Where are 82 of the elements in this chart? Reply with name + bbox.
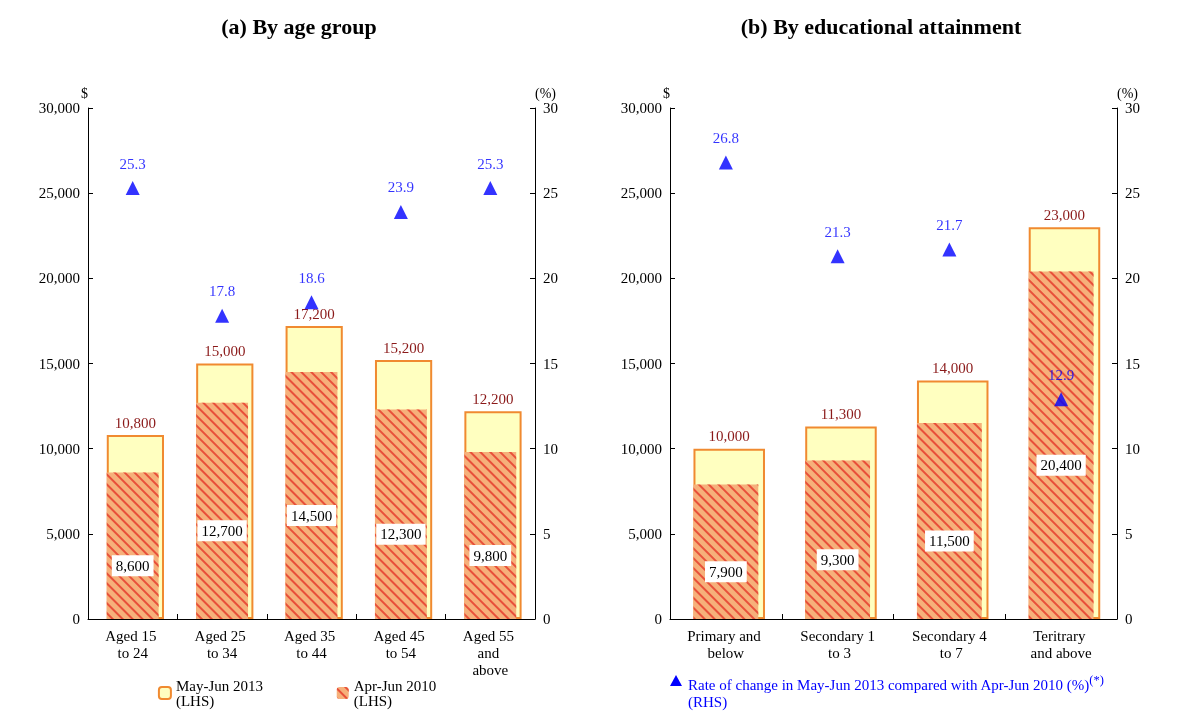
- chart-title: (b) By educational attainment: [740, 13, 1022, 39]
- point: [304, 295, 319, 310]
- y-tick-label: 0: [654, 611, 662, 627]
- y-axis-title: $: [663, 85, 670, 101]
- x-tick-label: Aged 25 to 34: [194, 627, 250, 661]
- y-tick-label: 30,000: [38, 100, 80, 116]
- y2-tick-label: 5: [543, 525, 551, 542]
- data-label: 10,000: [708, 428, 750, 445]
- data-label: 21.3: [824, 223, 851, 240]
- x-tick-label: Aged 45 to 54: [373, 627, 429, 661]
- y-tick-label: 15,000: [38, 355, 80, 372]
- y-tick-label: 30,000: [620, 100, 662, 116]
- x-tick-label: Primary and below: [687, 627, 765, 661]
- data-label: 10,800: [114, 414, 157, 431]
- data-label: 23,000: [1043, 206, 1086, 223]
- y-tick-label: 10,000: [620, 440, 662, 457]
- y2-tick-label: 20: [1125, 270, 1140, 287]
- text: Rate of change in May-Jun 2013 compared with Apr-Jun 2010 (%)$^{(*)}$ (RHS): [688, 673, 1104, 710]
- point: [125, 181, 140, 196]
- data-label: 12,300: [380, 526, 422, 543]
- data-label: 21.7: [936, 216, 963, 233]
- data-label: 15,000: [204, 343, 246, 359]
- y-tick-label: 15,000: [620, 355, 662, 372]
- legend-label: Apr-Jun 2010 (LHS): [353, 677, 441, 710]
- x-tick-label: Aged 15 to 24: [105, 627, 161, 661]
- x-tick-label: Secondary 1 to 3: [800, 627, 875, 661]
- data-label: 18.6: [298, 269, 326, 286]
- y2-tick-label: 25: [1125, 185, 1140, 202]
- y-tick-label: 10,000: [38, 440, 80, 457]
- data-label: 7,900: [709, 563, 743, 580]
- data-label: 25.3: [477, 155, 504, 172]
- data-label: 25.3: [119, 155, 146, 172]
- data-label: 20,400: [1040, 457, 1082, 474]
- y-tick-label: 25,000: [38, 185, 80, 202]
- point: [215, 308, 230, 323]
- data-label: 26.8: [712, 130, 739, 147]
- data-label: 17,200: [293, 305, 335, 322]
- y-tick-label: 20,000: [620, 270, 662, 287]
- data-label: 17.8: [208, 283, 236, 300]
- y2-tick-label: 15: [1125, 355, 1140, 372]
- x-tick-label: Teritrary and above: [1030, 627, 1093, 661]
- x-tick-label: Aged 35 to 44: [284, 627, 339, 661]
- y2-tick-label: 0: [543, 611, 551, 627]
- data-label: 15,200: [382, 339, 425, 356]
- y2-tick-label: 10: [1125, 440, 1140, 457]
- data-label: 14,500: [290, 507, 333, 524]
- data-label: 14,000: [932, 360, 974, 377]
- y2-tick-label: 10: [543, 440, 558, 457]
- point: [942, 242, 957, 257]
- y2-tick-label: 30: [1125, 100, 1140, 116]
- data-label: 11,300: [820, 406, 862, 423]
- x-tick-label: Secondary 4 to 7: [912, 627, 988, 661]
- y-tick-label: 0: [72, 611, 80, 627]
- y2-axis-title: (%): [535, 85, 557, 102]
- y-tick-label: 20,000: [38, 270, 80, 287]
- point: [718, 155, 733, 170]
- data-label: 12.9: [1048, 366, 1075, 383]
- y2-tick-label: 25: [543, 185, 558, 202]
- data-label: 9,300: [820, 551, 855, 568]
- y-tick-label: 25,000: [620, 185, 662, 202]
- y2-tick-label: 15: [543, 355, 558, 372]
- point: [1054, 392, 1069, 407]
- y2-tick-label: 20: [543, 270, 558, 287]
- data-label: 12,200: [472, 390, 514, 407]
- y-tick-label: 5,000: [46, 525, 80, 542]
- point: [830, 249, 845, 264]
- data-label: 11,500: [929, 533, 970, 550]
- data-label: 8,600: [115, 557, 150, 574]
- point: [393, 204, 408, 219]
- y-axis-title: $: [81, 85, 88, 101]
- x-tick-label: Aged 55 and above: [462, 627, 518, 678]
- y2-tick-label: 30: [543, 100, 558, 116]
- y-tick-label: 5,000: [628, 525, 662, 542]
- y2-axis-title: (%): [1117, 85, 1139, 102]
- point: [483, 181, 498, 196]
- chart-title: (a) By age group: [221, 13, 377, 39]
- data-label: 9,800: [473, 547, 508, 564]
- data-label: 23.9: [387, 179, 415, 196]
- y2-tick-label: 0: [1125, 611, 1133, 627]
- legend-label: May-Jun 2013 (LHS): [175, 677, 267, 710]
- data-label: 12,700: [201, 522, 243, 539]
- y2-tick-label: 5: [1125, 525, 1133, 542]
